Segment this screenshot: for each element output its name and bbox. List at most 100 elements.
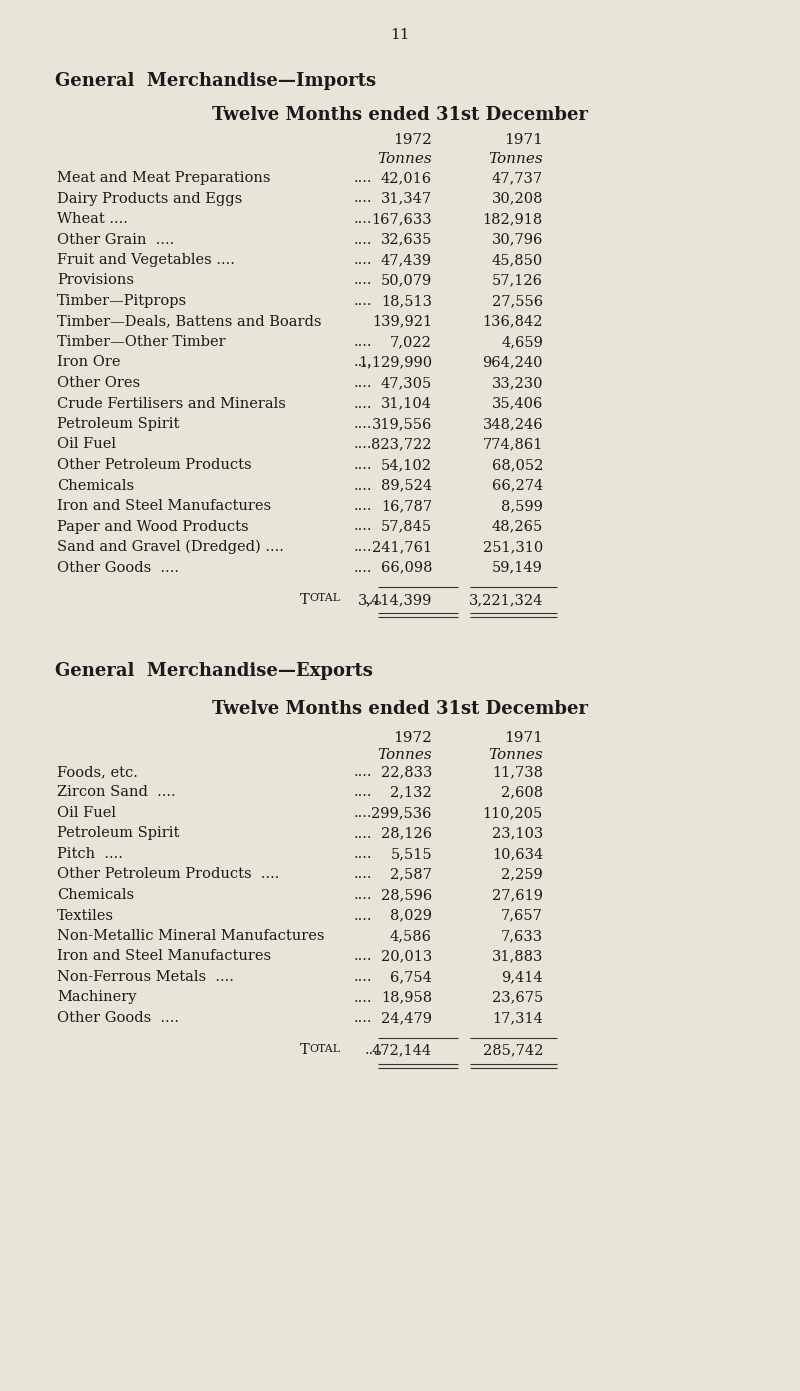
Text: Iron Ore: Iron Ore: [57, 356, 121, 370]
Text: ....: ....: [354, 458, 372, 472]
Text: 823,722: 823,722: [371, 438, 432, 452]
Text: 35,406: 35,406: [492, 396, 543, 410]
Text: 251,310: 251,310: [482, 540, 543, 554]
Text: 6,754: 6,754: [390, 970, 432, 983]
Text: 2,259: 2,259: [502, 868, 543, 882]
Text: 89,524: 89,524: [381, 479, 432, 492]
Text: General  Merchandise—Exports: General Merchandise—Exports: [55, 662, 373, 680]
Text: 27,556: 27,556: [492, 294, 543, 307]
Text: 47,305: 47,305: [381, 376, 432, 389]
Text: Textiles: Textiles: [57, 908, 114, 922]
Text: 23,675: 23,675: [492, 990, 543, 1004]
Text: ....: ....: [354, 479, 372, 492]
Text: 31,347: 31,347: [381, 192, 432, 206]
Text: 17,314: 17,314: [492, 1011, 543, 1025]
Text: 2,587: 2,587: [390, 868, 432, 882]
Text: ....: ....: [354, 908, 372, 922]
Text: 50,079: 50,079: [381, 274, 432, 288]
Text: 31,883: 31,883: [492, 950, 543, 964]
Text: ....: ....: [354, 438, 372, 452]
Text: 57,845: 57,845: [381, 519, 432, 534]
Text: Oil Fuel: Oil Fuel: [57, 805, 116, 821]
Text: Petroleum Spirit: Petroleum Spirit: [57, 417, 179, 431]
Text: 7,633: 7,633: [501, 929, 543, 943]
Text: ....: ....: [354, 335, 372, 349]
Text: Chemicals: Chemicals: [57, 887, 134, 901]
Text: 20,013: 20,013: [381, 950, 432, 964]
Text: Petroleum Spirit: Petroleum Spirit: [57, 826, 179, 840]
Text: 3,221,324: 3,221,324: [469, 593, 543, 606]
Text: 48,265: 48,265: [492, 519, 543, 534]
Text: Tonnes: Tonnes: [488, 152, 543, 166]
Text: 18,513: 18,513: [381, 294, 432, 307]
Text: ....: ....: [354, 253, 372, 267]
Text: Twelve Months ended 31st December: Twelve Months ended 31st December: [212, 700, 588, 718]
Text: Timber—Deals, Battens and Boards: Timber—Deals, Battens and Boards: [57, 314, 322, 328]
Text: 68,052: 68,052: [492, 458, 543, 472]
Text: 47,737: 47,737: [492, 171, 543, 185]
Text: ....: ....: [354, 294, 372, 307]
Text: ....: ....: [354, 376, 372, 389]
Text: 30,208: 30,208: [491, 192, 543, 206]
Text: ....: ....: [354, 192, 372, 206]
Text: OTAL: OTAL: [309, 1043, 340, 1053]
Text: OTAL: OTAL: [309, 593, 340, 604]
Text: Meat and Meat Preparations: Meat and Meat Preparations: [57, 171, 270, 185]
Text: ....: ....: [354, 519, 372, 534]
Text: Twelve Months ended 31st December: Twelve Months ended 31st December: [212, 106, 588, 124]
Text: Provisions: Provisions: [57, 274, 134, 288]
Text: General  Merchandise—Imports: General Merchandise—Imports: [55, 72, 376, 90]
Text: ....: ....: [354, 847, 372, 861]
Text: 57,126: 57,126: [492, 274, 543, 288]
Text: 9,414: 9,414: [502, 970, 543, 983]
Text: Fruit and Vegetables ....: Fruit and Vegetables ....: [57, 253, 235, 267]
Text: ....: ....: [365, 1043, 383, 1057]
Text: 27,619: 27,619: [492, 887, 543, 901]
Text: 11,738: 11,738: [492, 765, 543, 779]
Text: 241,761: 241,761: [372, 540, 432, 554]
Text: 10,634: 10,634: [492, 847, 543, 861]
Text: 285,742: 285,742: [482, 1043, 543, 1057]
Text: 136,842: 136,842: [482, 314, 543, 328]
Text: 30,796: 30,796: [492, 232, 543, 246]
Text: ....: ....: [354, 232, 372, 246]
Text: ....: ....: [354, 826, 372, 840]
Text: Crude Fertilisers and Minerals: Crude Fertilisers and Minerals: [57, 396, 286, 410]
Text: Other Ores: Other Ores: [57, 376, 140, 389]
Text: 2,132: 2,132: [390, 786, 432, 800]
Text: Other Goods  ....: Other Goods ....: [57, 1011, 179, 1025]
Text: ....: ....: [354, 211, 372, 225]
Text: ....: ....: [354, 561, 372, 574]
Text: ....: ....: [354, 868, 372, 882]
Text: ....: ....: [354, 990, 372, 1004]
Text: 182,918: 182,918: [482, 211, 543, 225]
Text: ....: ....: [354, 1011, 372, 1025]
Text: Other Petroleum Products: Other Petroleum Products: [57, 458, 252, 472]
Text: 1,129,990: 1,129,990: [358, 356, 432, 370]
Text: 110,205: 110,205: [482, 805, 543, 821]
Text: 1972: 1972: [393, 732, 432, 746]
Text: 66,274: 66,274: [492, 479, 543, 492]
Text: ....: ....: [354, 887, 372, 901]
Text: ....: ....: [354, 499, 372, 513]
Text: Zircon Sand  ....: Zircon Sand ....: [57, 786, 176, 800]
Text: 54,102: 54,102: [381, 458, 432, 472]
Text: Other Petroleum Products  ....: Other Petroleum Products ....: [57, 868, 279, 882]
Text: ....: ....: [354, 417, 372, 431]
Text: 24,479: 24,479: [381, 1011, 432, 1025]
Text: Iron and Steel Manufactures: Iron and Steel Manufactures: [57, 499, 271, 513]
Text: Chemicals: Chemicals: [57, 479, 134, 492]
Text: 299,536: 299,536: [371, 805, 432, 821]
Text: Wheat ....: Wheat ....: [57, 211, 128, 225]
Text: Non-Ferrous Metals  ....: Non-Ferrous Metals ....: [57, 970, 234, 983]
Text: Dairy Products and Eggs: Dairy Products and Eggs: [57, 192, 242, 206]
Text: Machinery: Machinery: [57, 990, 137, 1004]
Text: Tonnes: Tonnes: [488, 748, 543, 762]
Text: 59,149: 59,149: [492, 561, 543, 574]
Text: ....: ....: [354, 765, 372, 779]
Text: 66,098: 66,098: [381, 561, 432, 574]
Text: ....: ....: [354, 356, 372, 370]
Text: 1971: 1971: [504, 732, 543, 746]
Text: 348,246: 348,246: [482, 417, 543, 431]
Text: 319,556: 319,556: [372, 417, 432, 431]
